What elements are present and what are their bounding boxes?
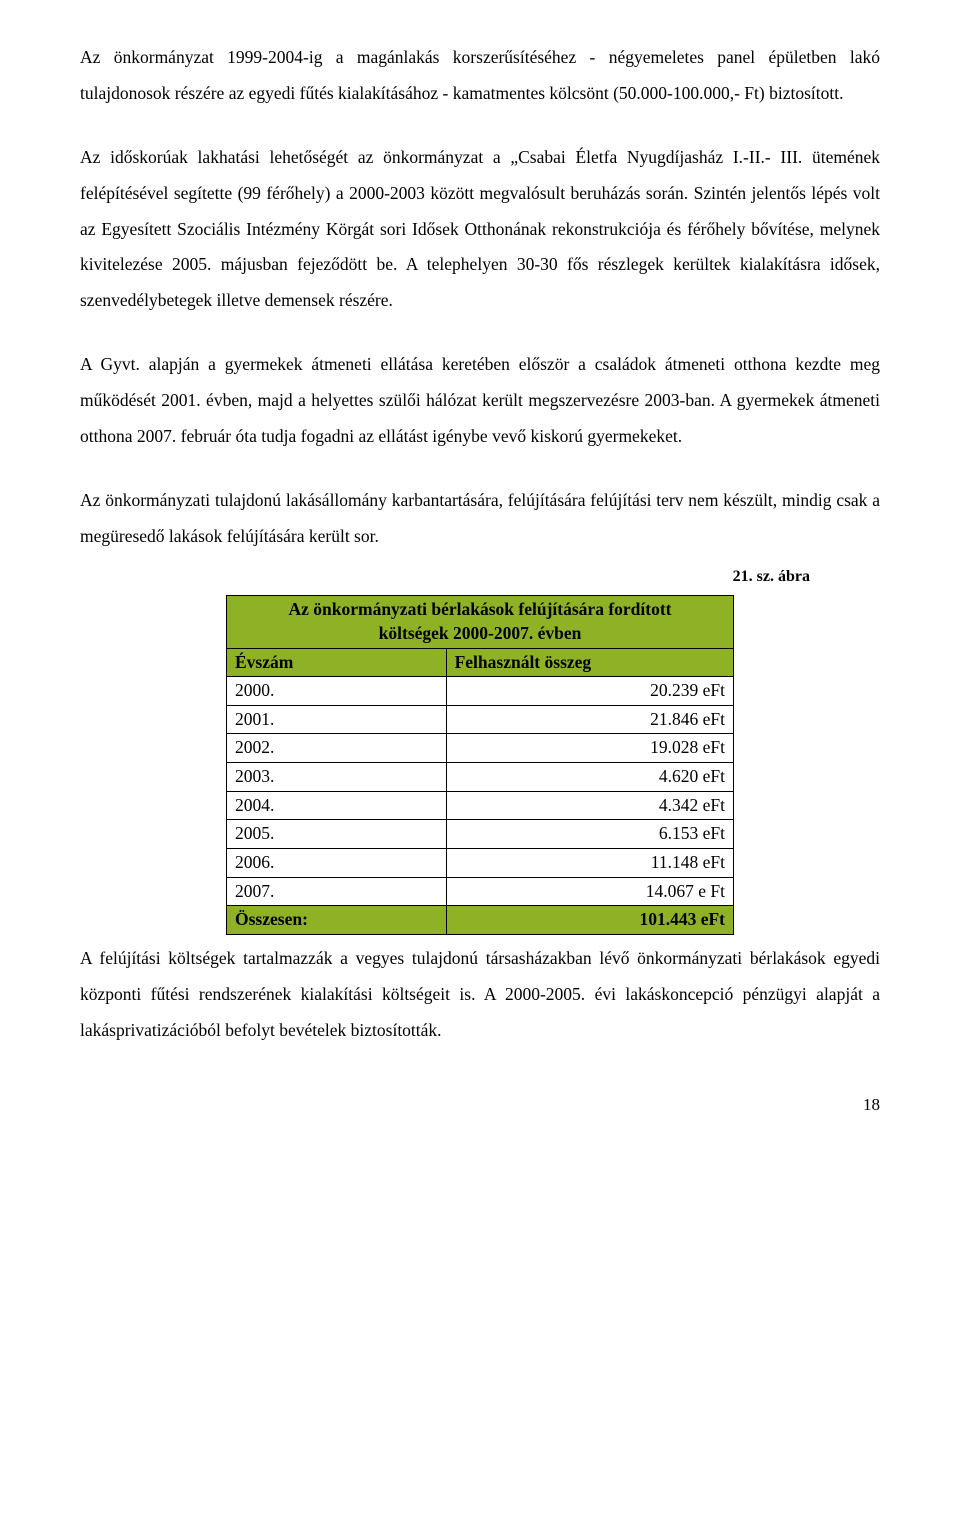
cell-year: 2005. xyxy=(227,820,447,849)
table-row: 2004. 4.342 eFt xyxy=(227,791,734,820)
table-total-row: Összesen: 101.443 eFt xyxy=(227,906,734,935)
table-title: Az önkormányzati bérlakások felújítására… xyxy=(227,596,734,648)
table-row: 2006. 11.148 eFt xyxy=(227,848,734,877)
cell-year: 2000. xyxy=(227,677,447,706)
table-row: 2003. 4.620 eFt xyxy=(227,763,734,792)
total-value: 101.443 eFt xyxy=(446,906,733,935)
table-row: 2002. 19.028 eFt xyxy=(227,734,734,763)
table-header-row: Évszám Felhasznált összeg xyxy=(227,648,734,677)
body-paragraph-4: Az önkormányzati tulajdonú lakásállomány… xyxy=(80,483,880,555)
cell-value: 19.028 eFt xyxy=(446,734,733,763)
body-paragraph-3: A Gyvt. alapján a gyermekek átmeneti ell… xyxy=(80,347,880,455)
cell-value: 6.153 eFt xyxy=(446,820,733,849)
table-title-line1: Az önkormányzati bérlakások felújítására… xyxy=(288,599,671,619)
cell-year: 2002. xyxy=(227,734,447,763)
cell-value: 11.148 eFt xyxy=(446,848,733,877)
total-label: Összesen: xyxy=(227,906,447,935)
cell-year: 2004. xyxy=(227,791,447,820)
body-paragraph-5: A felújítási költségek tartalmazzák a ve… xyxy=(80,941,880,1049)
table-title-line2: költségek 2000-2007. évben xyxy=(379,623,582,643)
cell-value: 4.342 eFt xyxy=(446,791,733,820)
cell-year: 2003. xyxy=(227,763,447,792)
table-row: 2000. 20.239 eFt xyxy=(227,677,734,706)
figure-label: 21. sz. ábra xyxy=(80,561,880,594)
body-paragraph-1: Az önkormányzat 1999-2004-ig a magánlaká… xyxy=(80,40,880,112)
table-row: 2005. 6.153 eFt xyxy=(227,820,734,849)
col-header-amount: Felhasznált összeg xyxy=(446,648,733,677)
table-title-row: Az önkormányzati bérlakások felújítására… xyxy=(227,596,734,648)
cell-value: 4.620 eFt xyxy=(446,763,733,792)
cell-year: 2001. xyxy=(227,705,447,734)
cell-value: 20.239 eFt xyxy=(446,677,733,706)
renovation-cost-table: Az önkormányzati bérlakások felújítására… xyxy=(226,595,734,935)
cell-year: 2006. xyxy=(227,848,447,877)
page-number: 18 xyxy=(80,1088,880,1123)
cell-value: 14.067 e Ft xyxy=(446,877,733,906)
cell-value: 21.846 eFt xyxy=(446,705,733,734)
body-paragraph-2: Az időskorúak lakhatási lehetőségét az ö… xyxy=(80,140,880,319)
table-row: 2007. 14.067 e Ft xyxy=(227,877,734,906)
col-header-year: Évszám xyxy=(227,648,447,677)
cell-year: 2007. xyxy=(227,877,447,906)
table-row: 2001. 21.846 eFt xyxy=(227,705,734,734)
